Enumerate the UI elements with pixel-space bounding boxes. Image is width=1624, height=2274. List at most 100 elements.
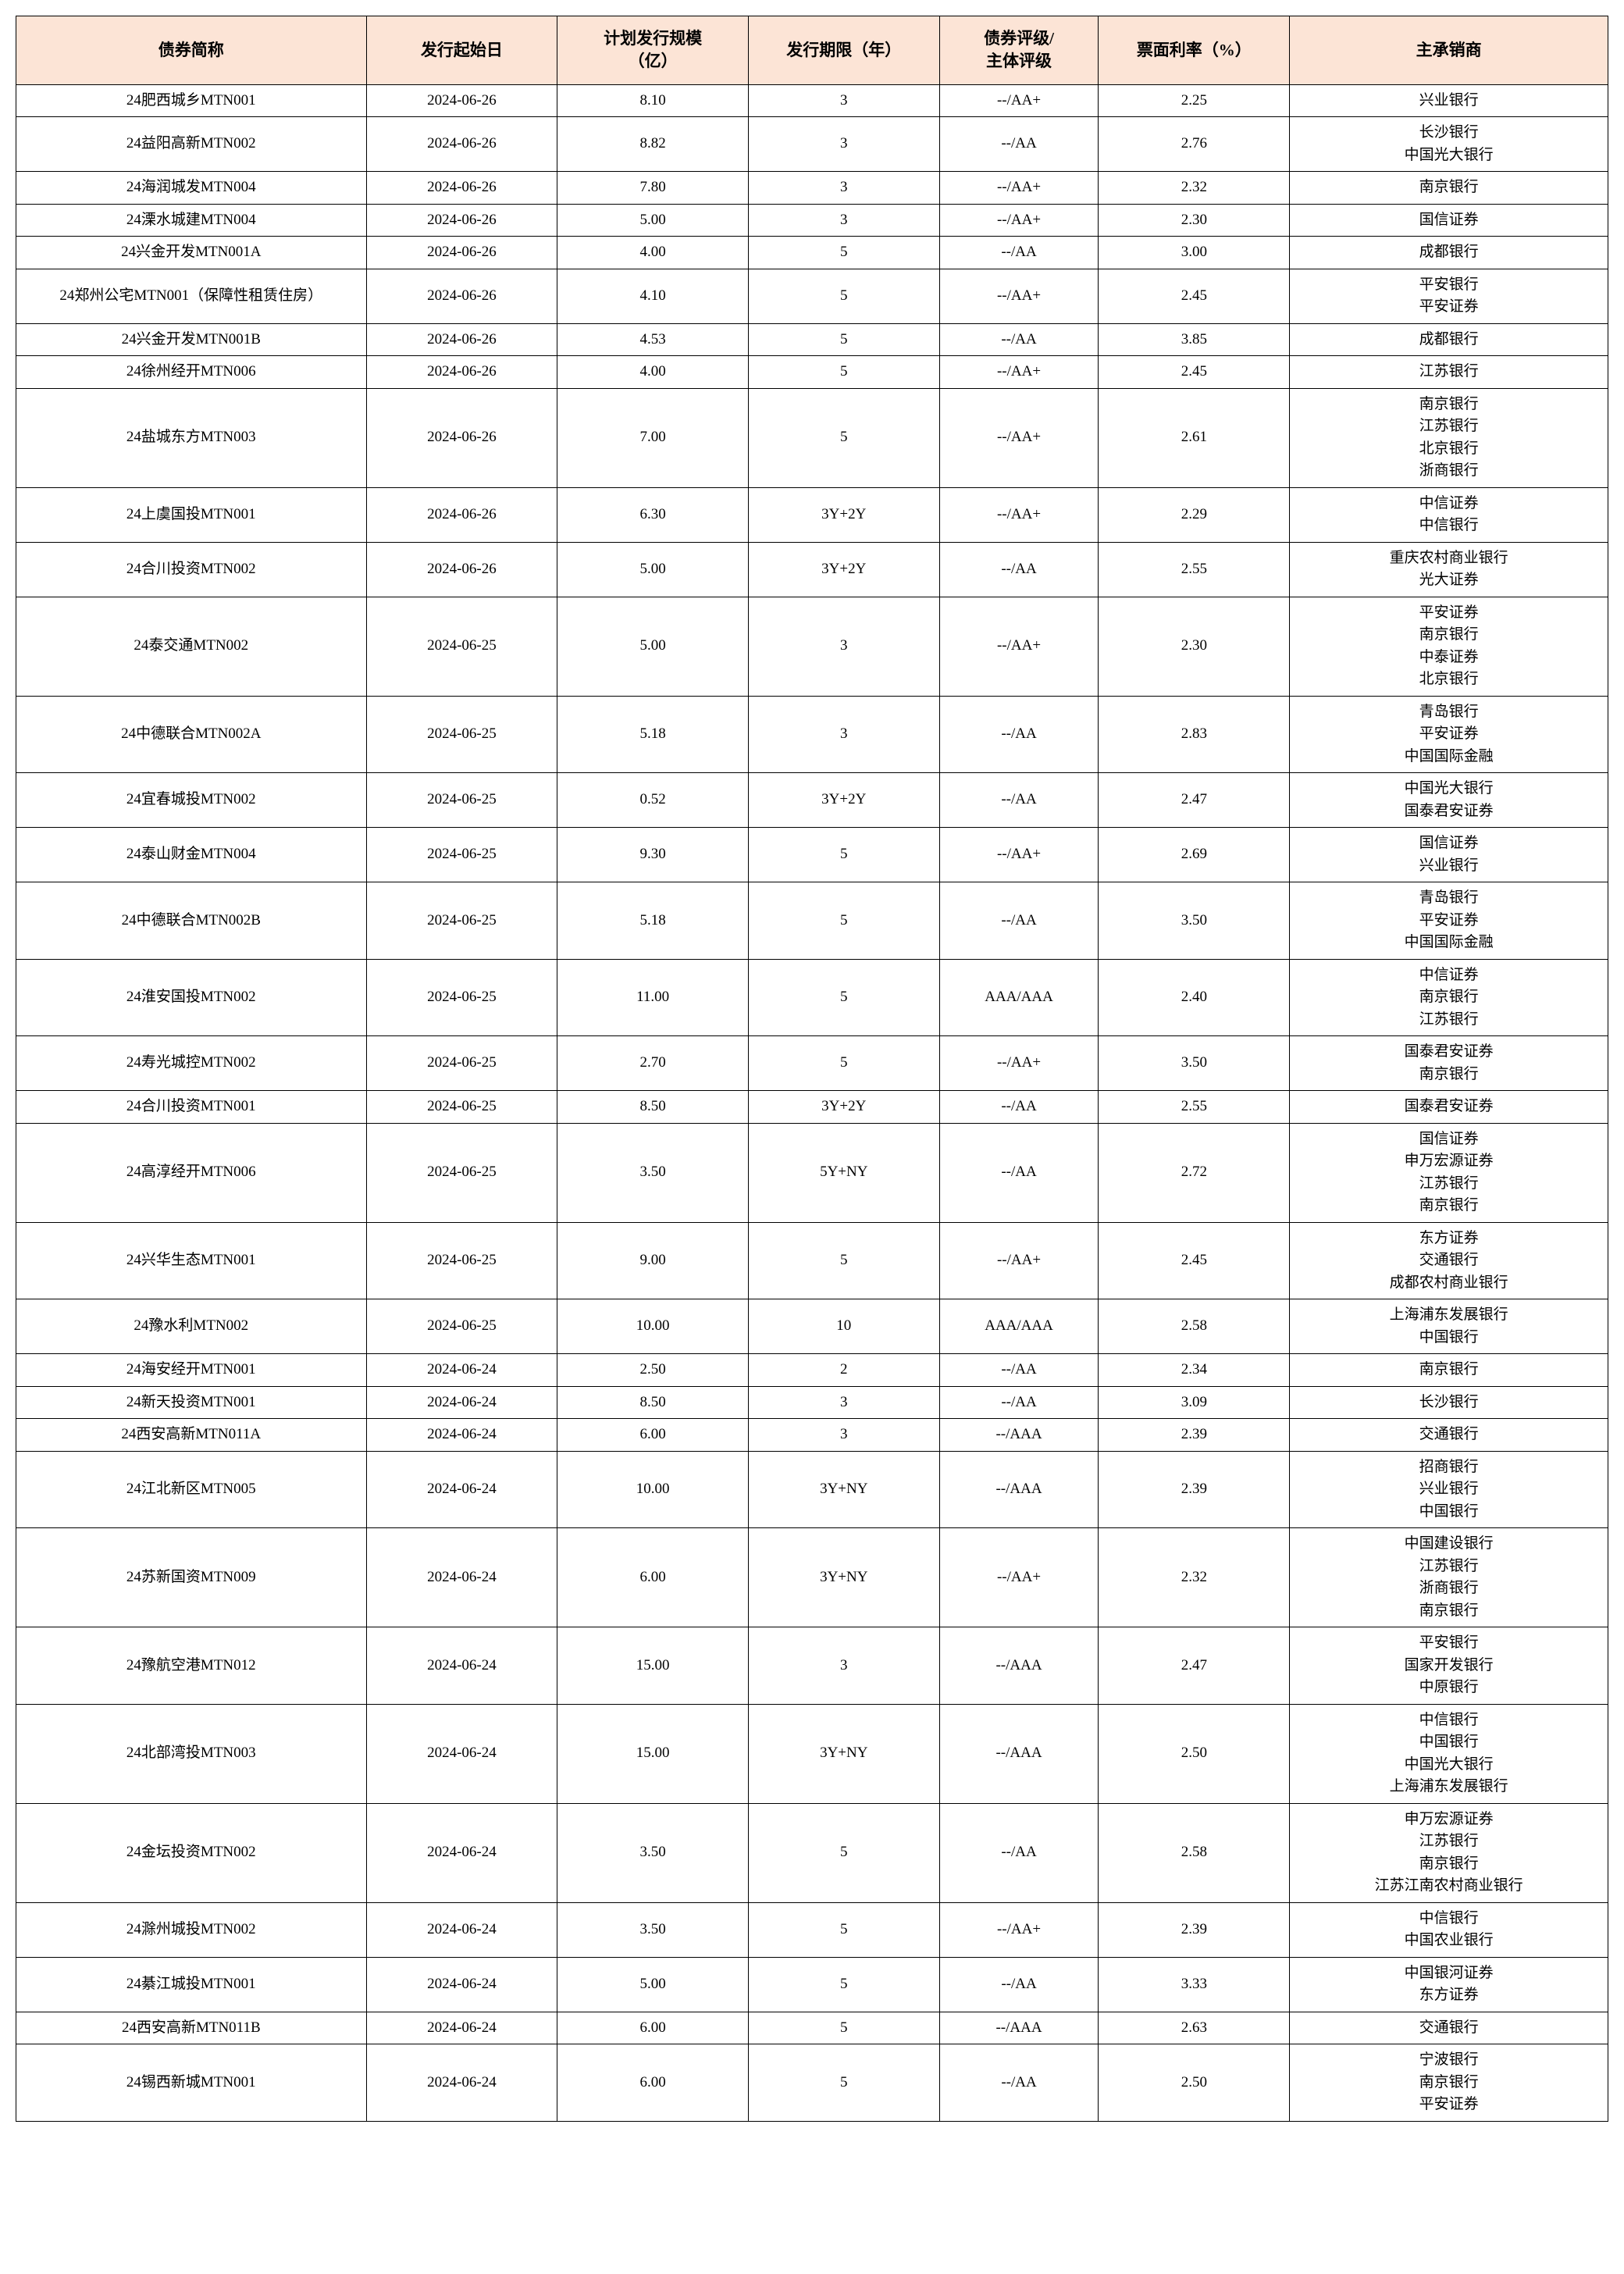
issue-date: 2024-06-24 xyxy=(366,1419,557,1452)
underwriters: 平安银行平安证券 xyxy=(1290,269,1608,323)
issue-scale: 8.10 xyxy=(557,84,749,117)
table-row: 24海润城发MTN0042024-06-267.803--/AA+2.32南京银… xyxy=(16,172,1608,205)
coupon-rate: 3.85 xyxy=(1099,323,1290,356)
issue-term: 5 xyxy=(748,2012,939,2044)
bond-name: 24兴金开发MTN001A xyxy=(16,237,367,269)
underwriters: 南京银行 xyxy=(1290,1354,1608,1387)
underwriters: 长沙银行中国光大银行 xyxy=(1290,117,1608,172)
underwriters: 中信证券南京银行江苏银行 xyxy=(1290,959,1608,1036)
underwriters: 中信银行中国农业银行 xyxy=(1290,1902,1608,1957)
rating: --/AA+ xyxy=(939,356,1099,389)
rating: --/AA xyxy=(939,1354,1099,1387)
issue-scale: 6.00 xyxy=(557,1419,749,1452)
issue-term: 3Y+NY xyxy=(748,1528,939,1627)
underwriters: 南京银行江苏银行北京银行浙商银行 xyxy=(1290,388,1608,487)
table-body: 24肥西城乡MTN0012024-06-268.103--/AA+2.25兴业银… xyxy=(16,84,1608,2121)
issue-term: 3 xyxy=(748,1419,939,1452)
issue-term: 3Y+2Y xyxy=(748,1091,939,1124)
issue-term: 5Y+NY xyxy=(748,1123,939,1222)
bond-name: 24豫水利MTN002 xyxy=(16,1299,367,1354)
issue-scale: 7.80 xyxy=(557,172,749,205)
table-row: 24滁州城投MTN0022024-06-243.505--/AA+2.39中信银… xyxy=(16,1902,1608,1957)
underwriters: 东方证券交通银行成都农村商业银行 xyxy=(1290,1222,1608,1299)
table-row: 24肥西城乡MTN0012024-06-268.103--/AA+2.25兴业银… xyxy=(16,84,1608,117)
bond-name: 24海润城发MTN004 xyxy=(16,172,367,205)
coupon-rate: 3.33 xyxy=(1099,1957,1290,2012)
issue-term: 5 xyxy=(748,1957,939,2012)
issue-date: 2024-06-25 xyxy=(366,1036,557,1091)
underwriters: 中信银行中国银行中国光大银行上海浦东发展银行 xyxy=(1290,1704,1608,1803)
coupon-rate: 2.39 xyxy=(1099,1419,1290,1452)
table-row: 24江北新区MTN0052024-06-2410.003Y+NY--/AAA2.… xyxy=(16,1451,1608,1528)
table-row: 24海安经开MTN0012024-06-242.502--/AA2.34南京银行 xyxy=(16,1354,1608,1387)
table-row: 24盐城东方MTN0032024-06-267.005--/AA+2.61南京银… xyxy=(16,388,1608,487)
issue-date: 2024-06-24 xyxy=(366,1957,557,2012)
col-header-under: 主承销商 xyxy=(1290,16,1608,85)
bond-name: 24寿光城控MTN002 xyxy=(16,1036,367,1091)
underwriters: 平安证券南京银行中泰证券北京银行 xyxy=(1290,597,1608,696)
bond-name: 24江北新区MTN005 xyxy=(16,1451,367,1528)
rating: --/AAA xyxy=(939,1419,1099,1452)
issue-scale: 8.82 xyxy=(557,117,749,172)
underwriters: 上海浦东发展银行中国银行 xyxy=(1290,1299,1608,1354)
coupon-rate: 2.47 xyxy=(1099,773,1290,828)
coupon-rate: 2.34 xyxy=(1099,1354,1290,1387)
rating: --/AA xyxy=(939,1091,1099,1124)
table-row: 24豫水利MTN0022024-06-2510.0010AAA/AAA2.58上… xyxy=(16,1299,1608,1354)
underwriters: 国信证券兴业银行 xyxy=(1290,828,1608,882)
issue-date: 2024-06-24 xyxy=(366,2044,557,2122)
issue-scale: 3.50 xyxy=(557,1803,749,1902)
bond-name: 24锡西新城MTN001 xyxy=(16,2044,367,2122)
coupon-rate: 2.76 xyxy=(1099,117,1290,172)
bond-name: 24溧水城建MTN004 xyxy=(16,204,367,237)
table-row: 24高淳经开MTN0062024-06-253.505Y+NY--/AA2.72… xyxy=(16,1123,1608,1222)
rating: --/AA+ xyxy=(939,1036,1099,1091)
issue-date: 2024-06-25 xyxy=(366,882,557,960)
underwriters: 成都银行 xyxy=(1290,237,1608,269)
issue-scale: 10.00 xyxy=(557,1299,749,1354)
rating: --/AA xyxy=(939,696,1099,773)
table-row: 24中德联合MTN002A2024-06-255.183--/AA2.83青岛银… xyxy=(16,696,1608,773)
coupon-rate: 2.30 xyxy=(1099,597,1290,696)
issue-date: 2024-06-26 xyxy=(366,204,557,237)
underwriters: 青岛银行平安证券中国国际金融 xyxy=(1290,696,1608,773)
issue-term: 5 xyxy=(748,323,939,356)
rating: AAA/AAA xyxy=(939,959,1099,1036)
coupon-rate: 3.09 xyxy=(1099,1386,1290,1419)
issue-term: 5 xyxy=(748,2044,939,2122)
underwriters: 交通银行 xyxy=(1290,2012,1608,2044)
issue-scale: 5.00 xyxy=(557,204,749,237)
issue-term: 3 xyxy=(748,172,939,205)
bond-name: 24徐州经开MTN006 xyxy=(16,356,367,389)
coupon-rate: 2.25 xyxy=(1099,84,1290,117)
bond-name: 24泰山财金MTN004 xyxy=(16,828,367,882)
issue-scale: 6.00 xyxy=(557,2012,749,2044)
coupon-rate: 2.32 xyxy=(1099,172,1290,205)
bond-name: 24淮安国投MTN002 xyxy=(16,959,367,1036)
issue-scale: 9.00 xyxy=(557,1222,749,1299)
rating: AAA/AAA xyxy=(939,1299,1099,1354)
issue-date: 2024-06-24 xyxy=(366,1451,557,1528)
issue-date: 2024-06-24 xyxy=(366,1354,557,1387)
col-header-date: 发行起始日 xyxy=(366,16,557,85)
rating: --/AA xyxy=(939,1386,1099,1419)
rating: --/AA xyxy=(939,1957,1099,2012)
coupon-rate: 3.50 xyxy=(1099,882,1290,960)
bond-name: 24郑州公宅MTN001（保障性租赁住房） xyxy=(16,269,367,323)
rating: --/AA+ xyxy=(939,828,1099,882)
issue-term: 10 xyxy=(748,1299,939,1354)
table-row: 24豫航空港MTN0122024-06-2415.003--/AAA2.47平安… xyxy=(16,1627,1608,1705)
issue-date: 2024-06-25 xyxy=(366,1123,557,1222)
coupon-rate: 2.83 xyxy=(1099,696,1290,773)
col-header-name: 债券简称 xyxy=(16,16,367,85)
issue-date: 2024-06-24 xyxy=(366,1627,557,1705)
underwriters: 成都银行 xyxy=(1290,323,1608,356)
issue-term: 5 xyxy=(748,1803,939,1902)
table-row: 24新天投资MTN0012024-06-248.503--/AA3.09长沙银行 xyxy=(16,1386,1608,1419)
issue-date: 2024-06-24 xyxy=(366,1386,557,1419)
bond-name: 24西安高新MTN011A xyxy=(16,1419,367,1452)
col-header-rating: 债券评级/主体评级 xyxy=(939,16,1099,85)
underwriters: 长沙银行 xyxy=(1290,1386,1608,1419)
issue-date: 2024-06-24 xyxy=(366,1803,557,1902)
coupon-rate: 2.32 xyxy=(1099,1528,1290,1627)
